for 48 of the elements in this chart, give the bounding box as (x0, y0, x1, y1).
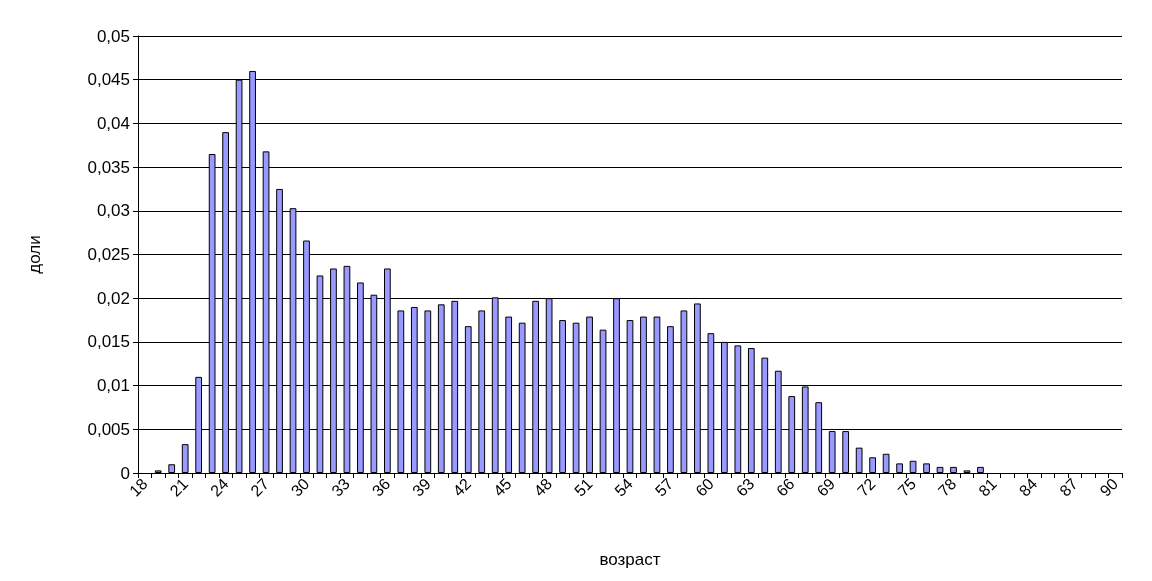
x-tick-label: 87 (1056, 474, 1081, 500)
x-tick-label: 48 (530, 474, 556, 500)
x-tick-label: 39 (409, 474, 434, 500)
x-tick-label: 27 (247, 474, 273, 500)
x-tick-label: 51 (570, 474, 596, 500)
x-tick-label: 69 (813, 474, 839, 500)
bar (882, 453, 890, 473)
x-tick-label: 84 (1015, 474, 1041, 500)
x-tick-label: 45 (490, 474, 515, 500)
bar (168, 464, 176, 473)
bar (869, 457, 876, 473)
x-tick-label: 36 (368, 474, 394, 500)
y-tick-label: 0,02 (96, 288, 130, 308)
y-tick-label: 0,005 (87, 419, 130, 439)
y-tick-label: 0,025 (87, 245, 130, 264)
bar (950, 466, 957, 473)
y-tick-label: 0,045 (87, 70, 130, 90)
x-tick-label: 57 (651, 474, 677, 500)
x-axis-title: возраст (599, 550, 661, 569)
x-tick-label: 42 (449, 474, 475, 500)
x-tick-label: 63 (732, 474, 758, 500)
x-tick-label: 75 (894, 474, 920, 500)
x-tick-label: 60 (692, 474, 717, 500)
bar (977, 466, 984, 473)
x-tick-label: 66 (773, 474, 798, 500)
x-tick-label: 21 (166, 474, 192, 500)
bar (936, 466, 944, 473)
y-tick-label: 0 (120, 463, 130, 483)
bar (181, 444, 189, 473)
y-tick-label: 0,03 (96, 201, 130, 221)
y-axis-title: доли (25, 235, 44, 274)
x-tick-label: 30 (287, 474, 313, 500)
bar (923, 463, 930, 473)
bar (896, 463, 903, 473)
y-tick-label: 0,035 (87, 157, 130, 177)
bar (909, 460, 917, 473)
y-tick-label: 0,04 (96, 113, 130, 133)
x-tick-label: 78 (934, 474, 960, 500)
x-tick-label: 72 (854, 474, 879, 500)
x-tick-label: 24 (207, 474, 232, 500)
x-tick-label: 81 (975, 474, 1001, 500)
y-tick-label: 0,015 (87, 332, 130, 352)
bar (855, 447, 863, 473)
y-tick-label: 0,05 (96, 26, 130, 46)
x-tick-label: 54 (611, 474, 637, 500)
y-tick-label: 0,01 (96, 376, 130, 396)
x-tick-label: 33 (328, 474, 354, 500)
x-tick-label: 90 (1096, 474, 1122, 500)
